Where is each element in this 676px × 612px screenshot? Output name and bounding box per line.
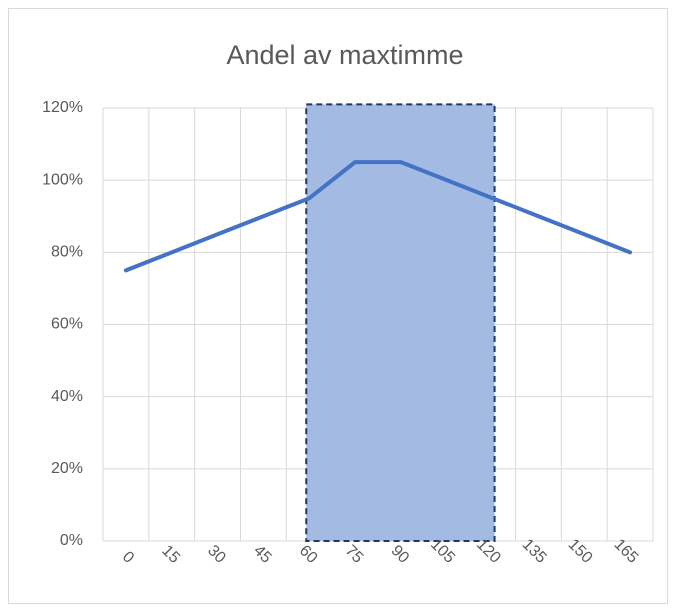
y-tick-label: 20% <box>51 460 83 477</box>
y-tick-label: 40% <box>51 388 83 405</box>
chart-title: Andel av maxtimme <box>226 40 463 70</box>
y-tick-label: 60% <box>51 316 83 333</box>
y-tick-label: 0% <box>60 532 83 549</box>
y-tick-label: 80% <box>51 244 83 261</box>
highlight-band <box>305 103 496 543</box>
data-line <box>123 160 633 273</box>
y-tick-label: 120% <box>42 99 83 116</box>
y-tick-label: 100% <box>42 171 83 188</box>
